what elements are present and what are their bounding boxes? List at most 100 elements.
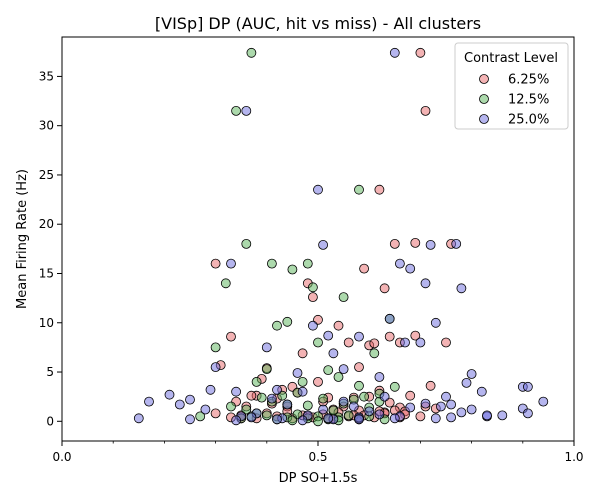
legend-marker [479, 74, 489, 84]
data-point [210, 408, 221, 419]
x-tick-label: 0.5 [308, 450, 327, 464]
data-point [307, 320, 318, 331]
data-point [338, 396, 349, 407]
data-point [272, 320, 282, 331]
data-point [226, 401, 236, 412]
data-point [384, 331, 395, 342]
data-point [241, 106, 252, 116]
data-point [226, 331, 236, 342]
y-tick-label: 35 [39, 69, 54, 83]
data-point [354, 184, 364, 195]
data-point [272, 414, 282, 425]
chart-title: [VISp] DP (AUC, hit vs miss) - All clust… [155, 14, 481, 33]
data-point [231, 415, 242, 426]
data-point [379, 283, 390, 294]
plot-area [133, 47, 549, 427]
data-point [210, 342, 221, 353]
data-point [441, 391, 451, 402]
y-tick-label: 15 [39, 266, 54, 280]
data-point [226, 258, 236, 269]
legend-entry: 6.25% [479, 73, 549, 88]
data-point [405, 402, 416, 413]
data-point [389, 413, 400, 424]
data-point [313, 184, 323, 195]
data-point [430, 413, 441, 424]
y-tick-label: 0 [46, 414, 54, 428]
data-point [425, 380, 436, 391]
data-point [185, 414, 195, 425]
data-point [379, 391, 390, 402]
x-tick-label: 1.0 [564, 450, 583, 464]
data-point [205, 384, 216, 395]
data-point [425, 239, 436, 250]
data-point [420, 398, 431, 409]
data-point [210, 258, 221, 269]
data-point [410, 237, 421, 248]
data-point [441, 337, 451, 348]
data-point [415, 47, 426, 58]
y-tick-label: 30 [39, 119, 54, 133]
series-25.0% [133, 47, 549, 426]
data-point [287, 415, 298, 426]
data-point [374, 184, 385, 195]
data-point [343, 410, 354, 421]
data-point [261, 342, 272, 353]
legend-label: 12.5% [508, 93, 549, 108]
data-point [256, 392, 267, 403]
data-point [251, 376, 262, 387]
y-axis-label: Mean Firing Rate (Hz) [15, 169, 30, 309]
data-point [246, 47, 257, 58]
data-point [313, 376, 323, 387]
data-point [185, 394, 195, 405]
data-point [446, 399, 457, 410]
data-point [343, 337, 354, 348]
data-point [297, 376, 308, 387]
data-point [313, 416, 323, 427]
data-point [261, 410, 272, 421]
data-point [297, 386, 308, 397]
x-axis-ticks: 0.0 0.5 1.0 [52, 441, 584, 464]
legend-box [454, 42, 569, 130]
data-point [446, 412, 457, 423]
data-point [420, 278, 431, 289]
data-point [133, 413, 144, 424]
data-point [369, 348, 380, 359]
data-point [497, 410, 508, 421]
data-point [359, 391, 370, 402]
data-point [292, 368, 303, 378]
data-point [266, 258, 277, 269]
legend-entry: 12.5% [479, 93, 549, 108]
data-point [318, 393, 329, 404]
data-point [435, 401, 446, 412]
data-point [430, 317, 441, 328]
data-point [451, 238, 462, 249]
legend-entry: 25.0% [479, 113, 549, 128]
data-point [323, 413, 334, 424]
data-point [297, 348, 308, 359]
data-point [410, 330, 421, 341]
data-point [523, 408, 533, 419]
data-point [354, 414, 364, 425]
data-point [144, 396, 154, 407]
legend: Contrast Level 6.25% 12.5% 25.0% [454, 42, 569, 130]
data-point [174, 399, 185, 410]
data-point [164, 389, 175, 400]
data-point [318, 404, 329, 415]
data-point [246, 390, 257, 401]
data-point [318, 239, 329, 250]
data-point [466, 404, 477, 415]
y-tick-label: 5 [46, 365, 54, 379]
data-point [307, 292, 318, 303]
data-point [266, 393, 277, 404]
data-point [210, 362, 221, 373]
data-point [220, 278, 231, 289]
data-point [307, 282, 318, 293]
data-point [302, 258, 313, 269]
data-point [313, 337, 323, 348]
data-point [482, 410, 492, 421]
y-tick-label: 10 [39, 316, 54, 330]
legend-label: 25.0% [508, 113, 549, 128]
data-point [354, 362, 364, 373]
data-point [364, 406, 375, 417]
